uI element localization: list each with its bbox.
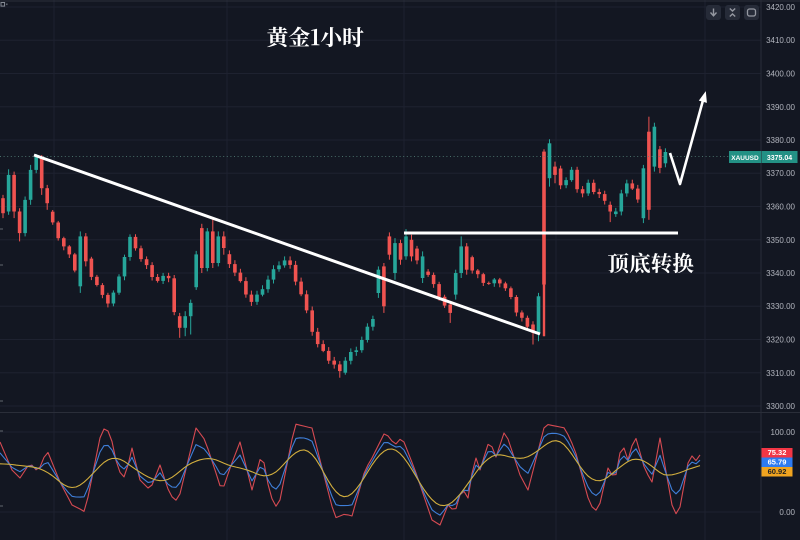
svg-text:3390.00: 3390.00 bbox=[766, 103, 795, 112]
svg-text:3300.00: 3300.00 bbox=[766, 402, 795, 411]
svg-text:XAUUSD: XAUUSD bbox=[731, 155, 759, 162]
svg-text:0.00: 0.00 bbox=[779, 508, 795, 517]
svg-text:3410.00: 3410.00 bbox=[766, 36, 795, 45]
svg-text:3375.04: 3375.04 bbox=[767, 155, 792, 162]
svg-text:75.32: 75.32 bbox=[768, 448, 787, 457]
svg-text:3320.00: 3320.00 bbox=[766, 336, 795, 345]
svg-text:3350.00: 3350.00 bbox=[766, 236, 795, 245]
svg-text:3330.00: 3330.00 bbox=[766, 302, 795, 311]
svg-text:65.79: 65.79 bbox=[768, 458, 787, 467]
svg-text:3400.00: 3400.00 bbox=[766, 70, 795, 79]
svg-text:3310.00: 3310.00 bbox=[766, 369, 795, 378]
svg-text:60.92: 60.92 bbox=[768, 467, 787, 476]
svg-text:3370.00: 3370.00 bbox=[766, 169, 795, 178]
svg-text:100.00: 100.00 bbox=[771, 428, 796, 437]
svg-text:3340.00: 3340.00 bbox=[766, 269, 795, 278]
svg-text:3420.00: 3420.00 bbox=[766, 3, 795, 12]
svg-text:3380.00: 3380.00 bbox=[766, 136, 795, 145]
svg-text:3360.00: 3360.00 bbox=[766, 203, 795, 212]
